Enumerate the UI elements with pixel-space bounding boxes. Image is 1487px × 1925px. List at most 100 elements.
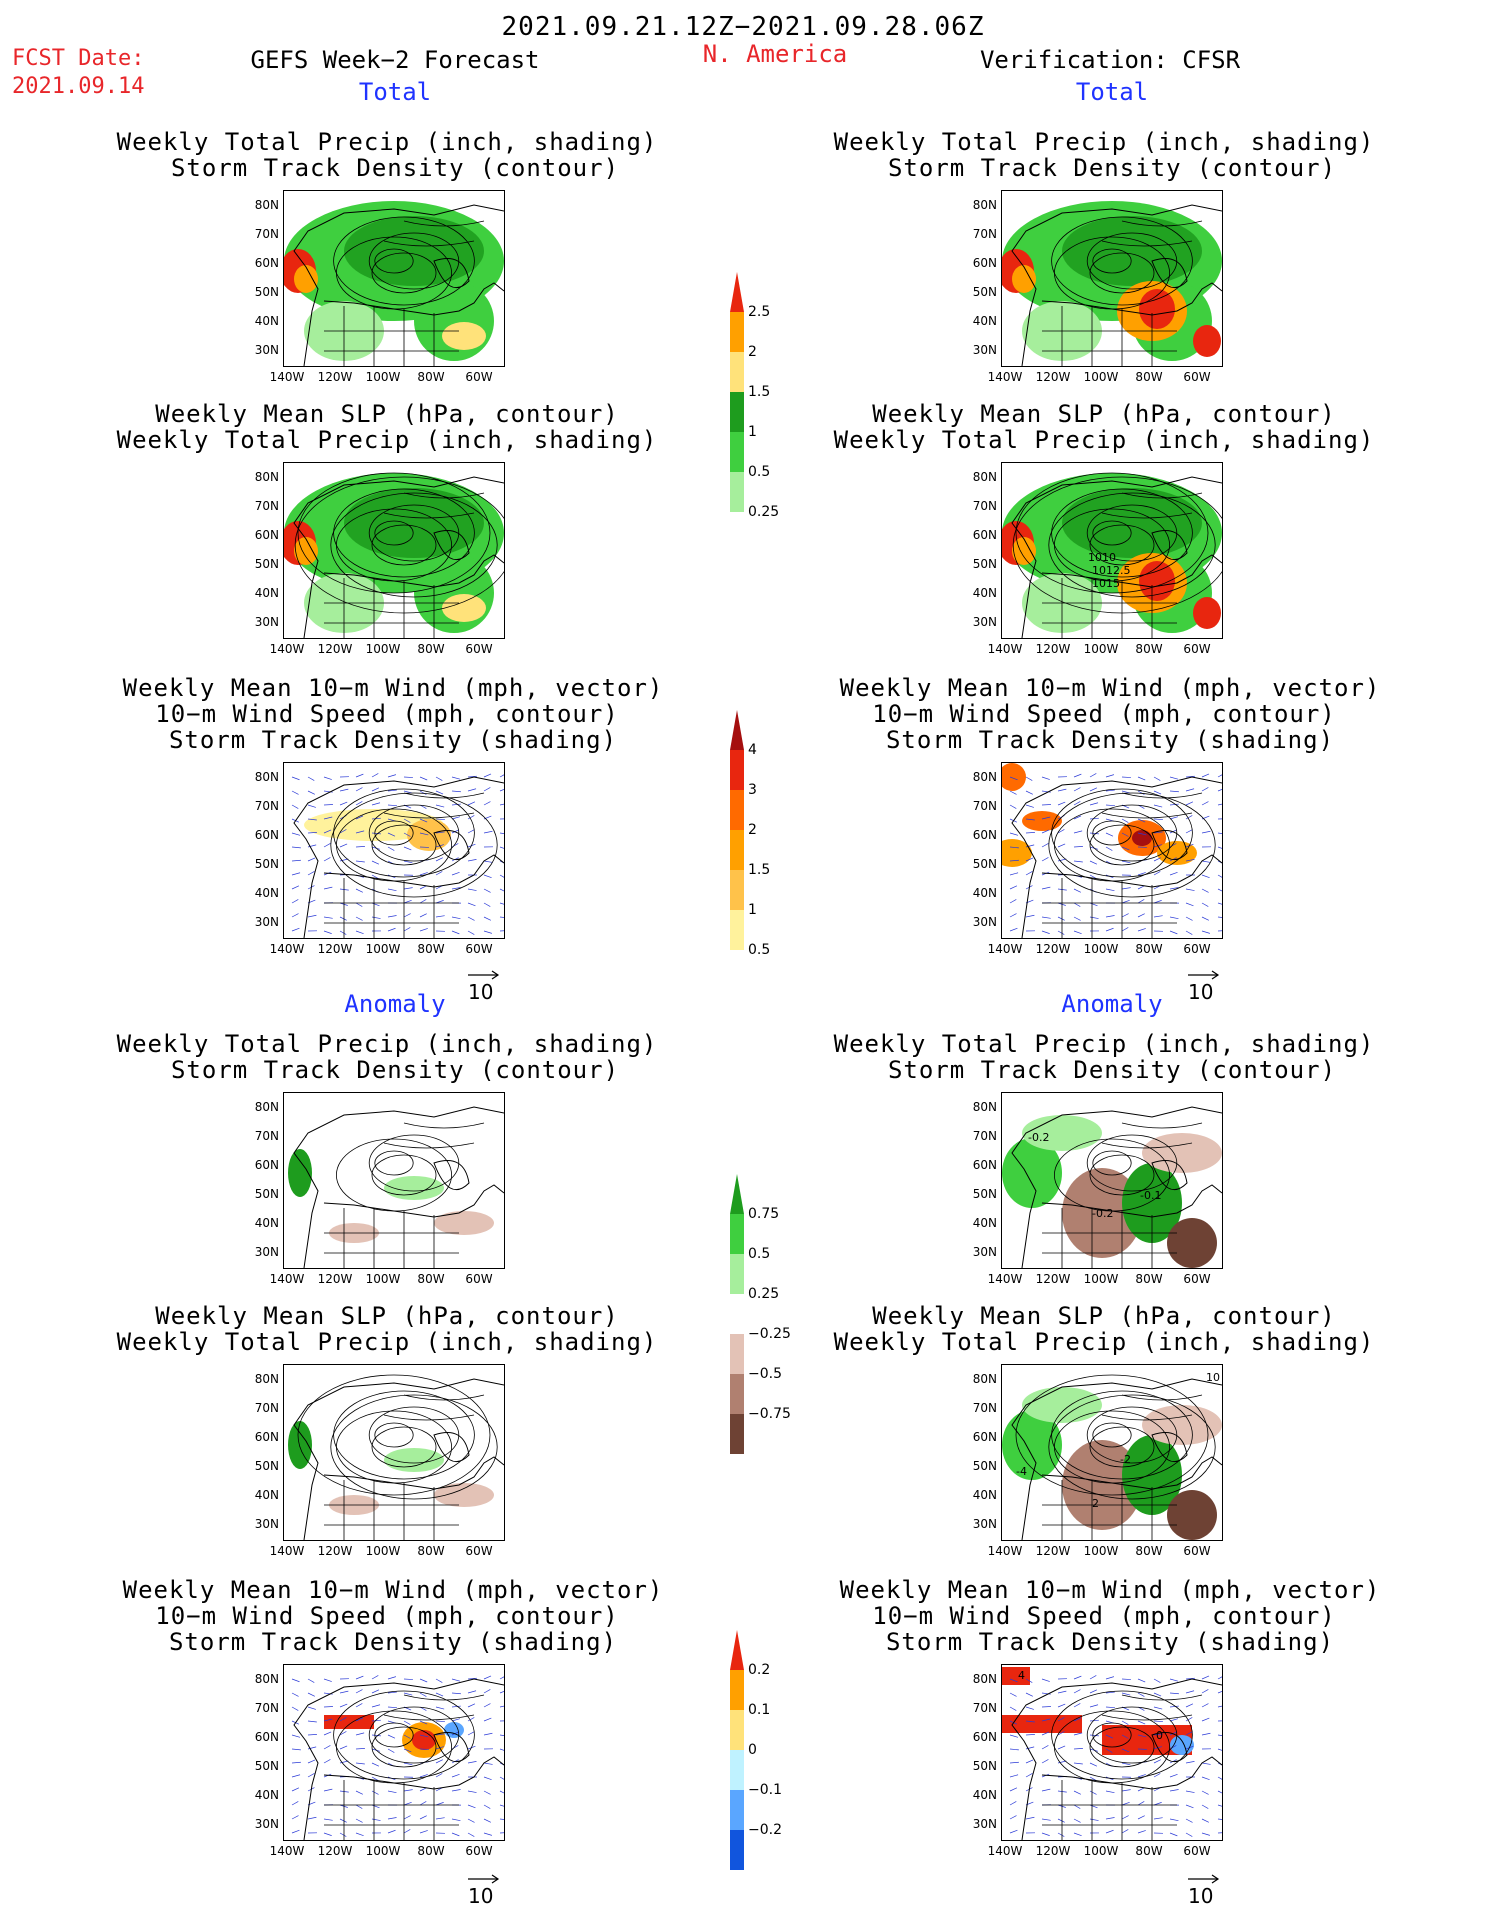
colorbar-segment xyxy=(730,910,744,950)
colorbar-segment xyxy=(730,1830,744,1870)
panel-title-precip-total-right-2: Storm Track Density (contour) xyxy=(887,154,1337,182)
panel-title-precip-total-left-1: Weekly Total Precip (inch, shading) xyxy=(116,128,658,156)
panel-title-wind-total-right-1: Weekly Mean 10−m Wind (mph, vector) xyxy=(839,674,1381,702)
colorbar-label: 0.5 xyxy=(748,464,771,480)
latitude-label: 30N xyxy=(254,1245,279,1259)
colorbar-segment xyxy=(730,1750,744,1790)
colorbar-segment xyxy=(730,750,744,790)
longitude-label: 120W xyxy=(317,1272,353,1286)
panel-title-precip-anom-right-1: Weekly Total Precip (inch, shading) xyxy=(833,1030,1375,1058)
date-range-title: 2021.09.21.12Z−2021.09.28.06Z xyxy=(501,12,985,42)
latitude-label: 30N xyxy=(972,1245,997,1259)
longitude-label: 120W xyxy=(317,370,353,384)
latitude-label: 50N xyxy=(972,857,997,871)
latitude-label: 30N xyxy=(972,1517,997,1531)
colorbar-label: 1.5 xyxy=(748,384,771,400)
latitude-label: 50N xyxy=(972,1759,997,1773)
longitude-label: 120W xyxy=(317,642,353,656)
latitude-label: 80N xyxy=(254,1672,279,1686)
panel-title-slp-anom-left-2: Weekly Total Precip (inch, shading) xyxy=(116,1328,658,1356)
latitude-label: 80N xyxy=(972,770,997,784)
panel-title-wind-anom-left-1: Weekly Mean 10−m Wind (mph, vector) xyxy=(122,1576,664,1604)
latitude-label: 30N xyxy=(254,615,279,629)
latitude-label: 40N xyxy=(254,586,279,600)
latitude-label: 50N xyxy=(254,557,279,571)
latitude-label: 70N xyxy=(972,227,997,241)
section-anomaly-left: Anomaly xyxy=(344,990,446,1018)
map-panel-windanom-verification xyxy=(1001,1664,1223,1841)
longitude-label: 120W xyxy=(1035,942,1071,956)
colorbar-label: 0.5 xyxy=(748,1246,771,1262)
colorbar-label: 1.5 xyxy=(748,862,771,878)
region-title: N. America xyxy=(702,40,848,68)
longitude-label: 60W xyxy=(1183,1272,1211,1286)
longitude-label: 100W xyxy=(365,370,401,384)
panel-title-slp-anom-left-1: Weekly Mean SLP (hPa, contour) xyxy=(155,1302,619,1330)
longitude-label: 120W xyxy=(1035,1544,1071,1558)
map-panel-slp-verification xyxy=(1001,462,1223,639)
longitude-label: 100W xyxy=(1083,1272,1119,1286)
longitude-label: 80W xyxy=(417,1844,445,1858)
longitude-label: 140W xyxy=(987,942,1023,956)
colorbar-segment xyxy=(730,1710,744,1750)
longitude-label: 120W xyxy=(1035,1844,1071,1858)
latitude-label: 60N xyxy=(254,1730,279,1744)
longitude-label: 100W xyxy=(365,642,401,656)
latitude-label: 80N xyxy=(254,198,279,212)
map-panel-wind-forecast xyxy=(283,762,505,939)
latitude-label: 60N xyxy=(254,828,279,842)
arrow-right-icon xyxy=(468,1874,500,1884)
colorbar-label: 3 xyxy=(748,782,757,798)
latitude-label: 30N xyxy=(254,1517,279,1531)
colorbar-segment xyxy=(730,790,744,830)
longitude-label: 80W xyxy=(417,942,445,956)
vector-reference-left-anom: 10 xyxy=(468,1874,500,1908)
panel-title-precip-anom-left-1: Weekly Total Precip (inch, shading) xyxy=(116,1030,658,1058)
panel-title-precip-total-left-2: Storm Track Density (contour) xyxy=(170,154,620,182)
colorbar-segment xyxy=(730,1294,744,1334)
longitude-label: 80W xyxy=(417,642,445,656)
colorbar-segment xyxy=(730,1214,744,1254)
longitude-label: 120W xyxy=(317,1844,353,1858)
longitude-label: 100W xyxy=(365,942,401,956)
latitude-label: 80N xyxy=(972,1100,997,1114)
colorbar-track-total xyxy=(730,710,744,950)
vector-reference-label: 10 xyxy=(468,1884,494,1908)
latitude-label: 70N xyxy=(254,1701,279,1715)
slp-anomaly-contour-label: -2 xyxy=(1120,1453,1131,1466)
latitude-label: 40N xyxy=(254,1788,279,1802)
longitude-label: 140W xyxy=(269,1844,305,1858)
longitude-label: 140W xyxy=(269,942,305,956)
panel-title-wind-anom-left-2: 10−m Wind Speed (mph, contour) xyxy=(155,1602,619,1630)
latitude-label: 60N xyxy=(972,1430,997,1444)
latitude-label: 70N xyxy=(254,799,279,813)
latitude-label: 60N xyxy=(972,828,997,842)
longitude-label: 80W xyxy=(417,1272,445,1286)
fcst-date-value: 2021.09.14 xyxy=(12,74,145,99)
colorbar-label: 0.2 xyxy=(748,1662,771,1678)
latitude-label: 60N xyxy=(972,1730,997,1744)
latitude-label: 80N xyxy=(972,198,997,212)
colorbar-label: 0.25 xyxy=(748,1286,780,1302)
longitude-label: 80W xyxy=(1135,1544,1163,1558)
latitude-label: 50N xyxy=(972,557,997,571)
colorbar-label: −0.25 xyxy=(748,1326,791,1342)
latitude-label: 40N xyxy=(972,314,997,328)
latitude-label: 80N xyxy=(972,470,997,484)
colorbar-segment xyxy=(730,1630,744,1670)
map-panel-slpanom-forecast xyxy=(283,1364,505,1541)
panel-title-wind-total-left-2: 10−m Wind Speed (mph, contour) xyxy=(155,700,619,728)
latitude-label: 60N xyxy=(254,528,279,542)
colorbar-segment xyxy=(730,870,744,910)
latitude-label: 70N xyxy=(972,1701,997,1715)
anomaly-contour-label: -0.2 xyxy=(1092,1207,1114,1220)
panel-title-wind-anom-left-3: Storm Track Density (shading) xyxy=(168,1628,618,1656)
colorbar-segment xyxy=(730,472,744,512)
slp-anomaly-contour-label: 10 xyxy=(1206,1371,1220,1384)
panel-title-wind-total-right-3: Storm Track Density (shading) xyxy=(885,726,1335,754)
latitude-label: 80N xyxy=(254,1372,279,1386)
longitude-label: 80W xyxy=(1135,942,1163,956)
latitude-label: 30N xyxy=(972,915,997,929)
colorbar-segment xyxy=(730,1334,744,1374)
anomaly-contour-label: -0.2 xyxy=(1028,1131,1050,1144)
